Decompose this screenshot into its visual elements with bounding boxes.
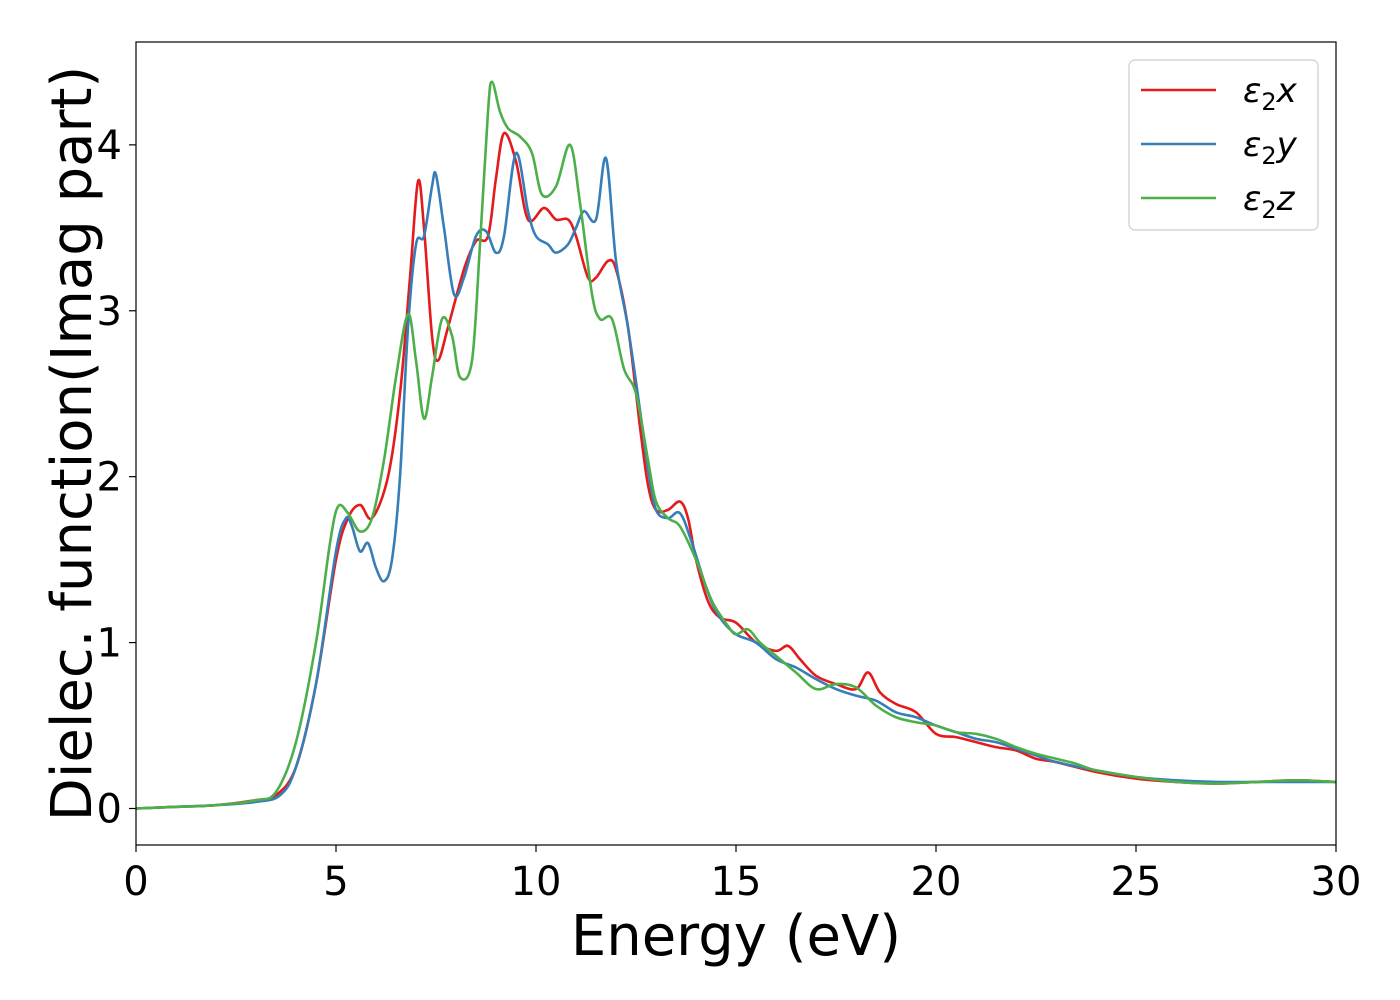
y-tick-label: 1: [97, 621, 122, 667]
legend-axis: z: [1276, 179, 1296, 219]
x-tick-label: 5: [323, 859, 348, 905]
x-tick-label: 25: [1111, 859, 1162, 905]
x-tick-label: 10: [511, 859, 562, 905]
legend-symbol: ε: [1243, 125, 1261, 165]
legend-subscript: 2: [1261, 196, 1276, 224]
y-tick-label: 3: [97, 289, 122, 335]
series-line-x: [136, 131, 1336, 810]
legend-subscript: 2: [1261, 142, 1276, 170]
legend-label-x: ε2x: [1243, 71, 1298, 116]
legend-label-y: ε2y: [1243, 125, 1298, 170]
legend-symbol: ε: [1243, 179, 1261, 219]
x-tick-label: 0: [123, 859, 148, 905]
x-axis-title: Energy (eV): [571, 904, 901, 969]
y-tick-label: 0: [97, 787, 122, 833]
legend-subscript: 2: [1261, 88, 1276, 116]
series-line-y: [136, 151, 1336, 810]
y-tick-label: 4: [97, 123, 122, 169]
legend-axis: x: [1276, 71, 1298, 111]
x-tick-label: 15: [711, 859, 762, 905]
legend-label-z: ε2z: [1243, 179, 1296, 224]
x-tick-label: 30: [1311, 859, 1362, 905]
series-layer: [136, 80, 1336, 810]
legend-symbol: ε: [1243, 71, 1261, 111]
legend-axis: y: [1276, 125, 1298, 165]
plot-frame: [135, 41, 1337, 846]
legend-box: [1128, 59, 1319, 231]
y-tick-label: 2: [97, 455, 122, 501]
y-axis-title: Dielec. function(Imag part): [40, 66, 105, 822]
x-tick-label: 20: [911, 859, 962, 905]
ticks-layer: 0 5 10 15 20 25 30 0 1 2 3 4: [97, 123, 1362, 905]
series-line-z: [136, 80, 1336, 810]
plot-area: [136, 80, 1336, 810]
